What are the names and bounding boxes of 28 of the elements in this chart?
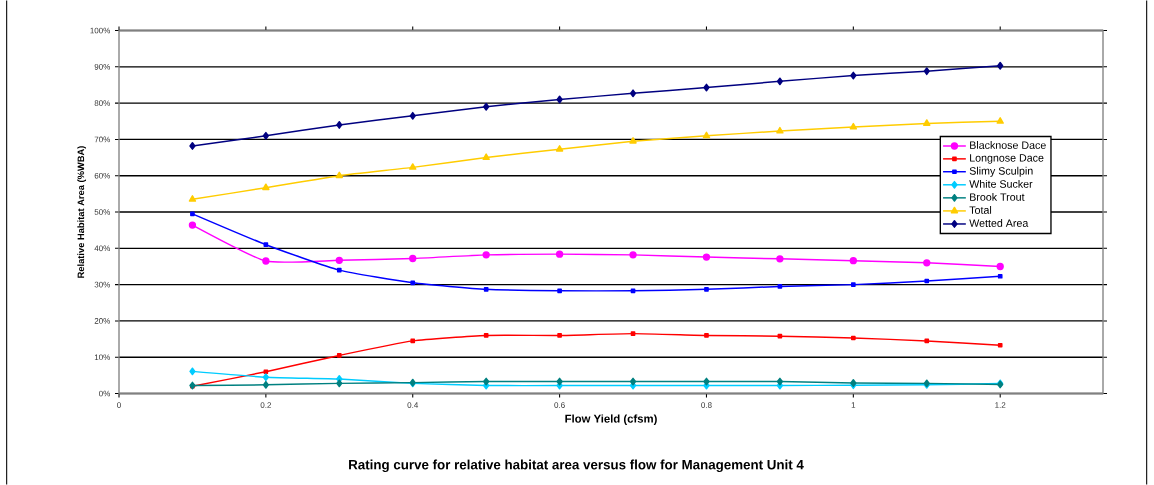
y-tick-label: 80% (94, 100, 111, 106)
y-axis-title: Relative Habitat Area (%WBA) (77, 146, 87, 278)
y-tick-label: 20% (94, 318, 111, 324)
legend-label: Blacknose Dace (970, 141, 1046, 149)
y-tick-label: 70% (94, 136, 111, 143)
y-tick-label: 100% (90, 27, 111, 34)
y-tick-label: 50% (94, 209, 111, 215)
legend-label: Longnose Dace (970, 154, 1044, 164)
x-axis-title: Flow Yield (cfsm) (565, 414, 657, 425)
legend-label: Brook Trout (970, 192, 1025, 201)
x-tick-label: 0.4 (407, 402, 419, 408)
x-tick-label: 0.2 (260, 402, 272, 408)
x-tick-label: 0.8 (701, 402, 712, 408)
legend-label: Total (969, 206, 992, 214)
y-tick-label: 0% (99, 390, 111, 397)
x-tick-label: 1 (851, 402, 856, 408)
x-tick-label: 0.6 (554, 402, 565, 408)
text: Rating curve for relative habitat area versus flow for Management Unit 4 (349, 459, 804, 473)
legend-label: Slimy Sculpin (969, 166, 1033, 177)
y-tick-label: 10% (94, 354, 111, 361)
y-tick-label: 90% (94, 63, 111, 70)
legend-label: Wetted Area (969, 219, 1029, 227)
y-tick-label: 40% (94, 245, 111, 252)
y-tick-label: 30% (94, 281, 111, 288)
x-tick-label: 0 (117, 402, 121, 408)
x-tick-label: 1.2 (995, 402, 1006, 408)
y-tick-label: 60% (94, 172, 111, 179)
legend-label: White Sucker (969, 179, 1033, 188)
